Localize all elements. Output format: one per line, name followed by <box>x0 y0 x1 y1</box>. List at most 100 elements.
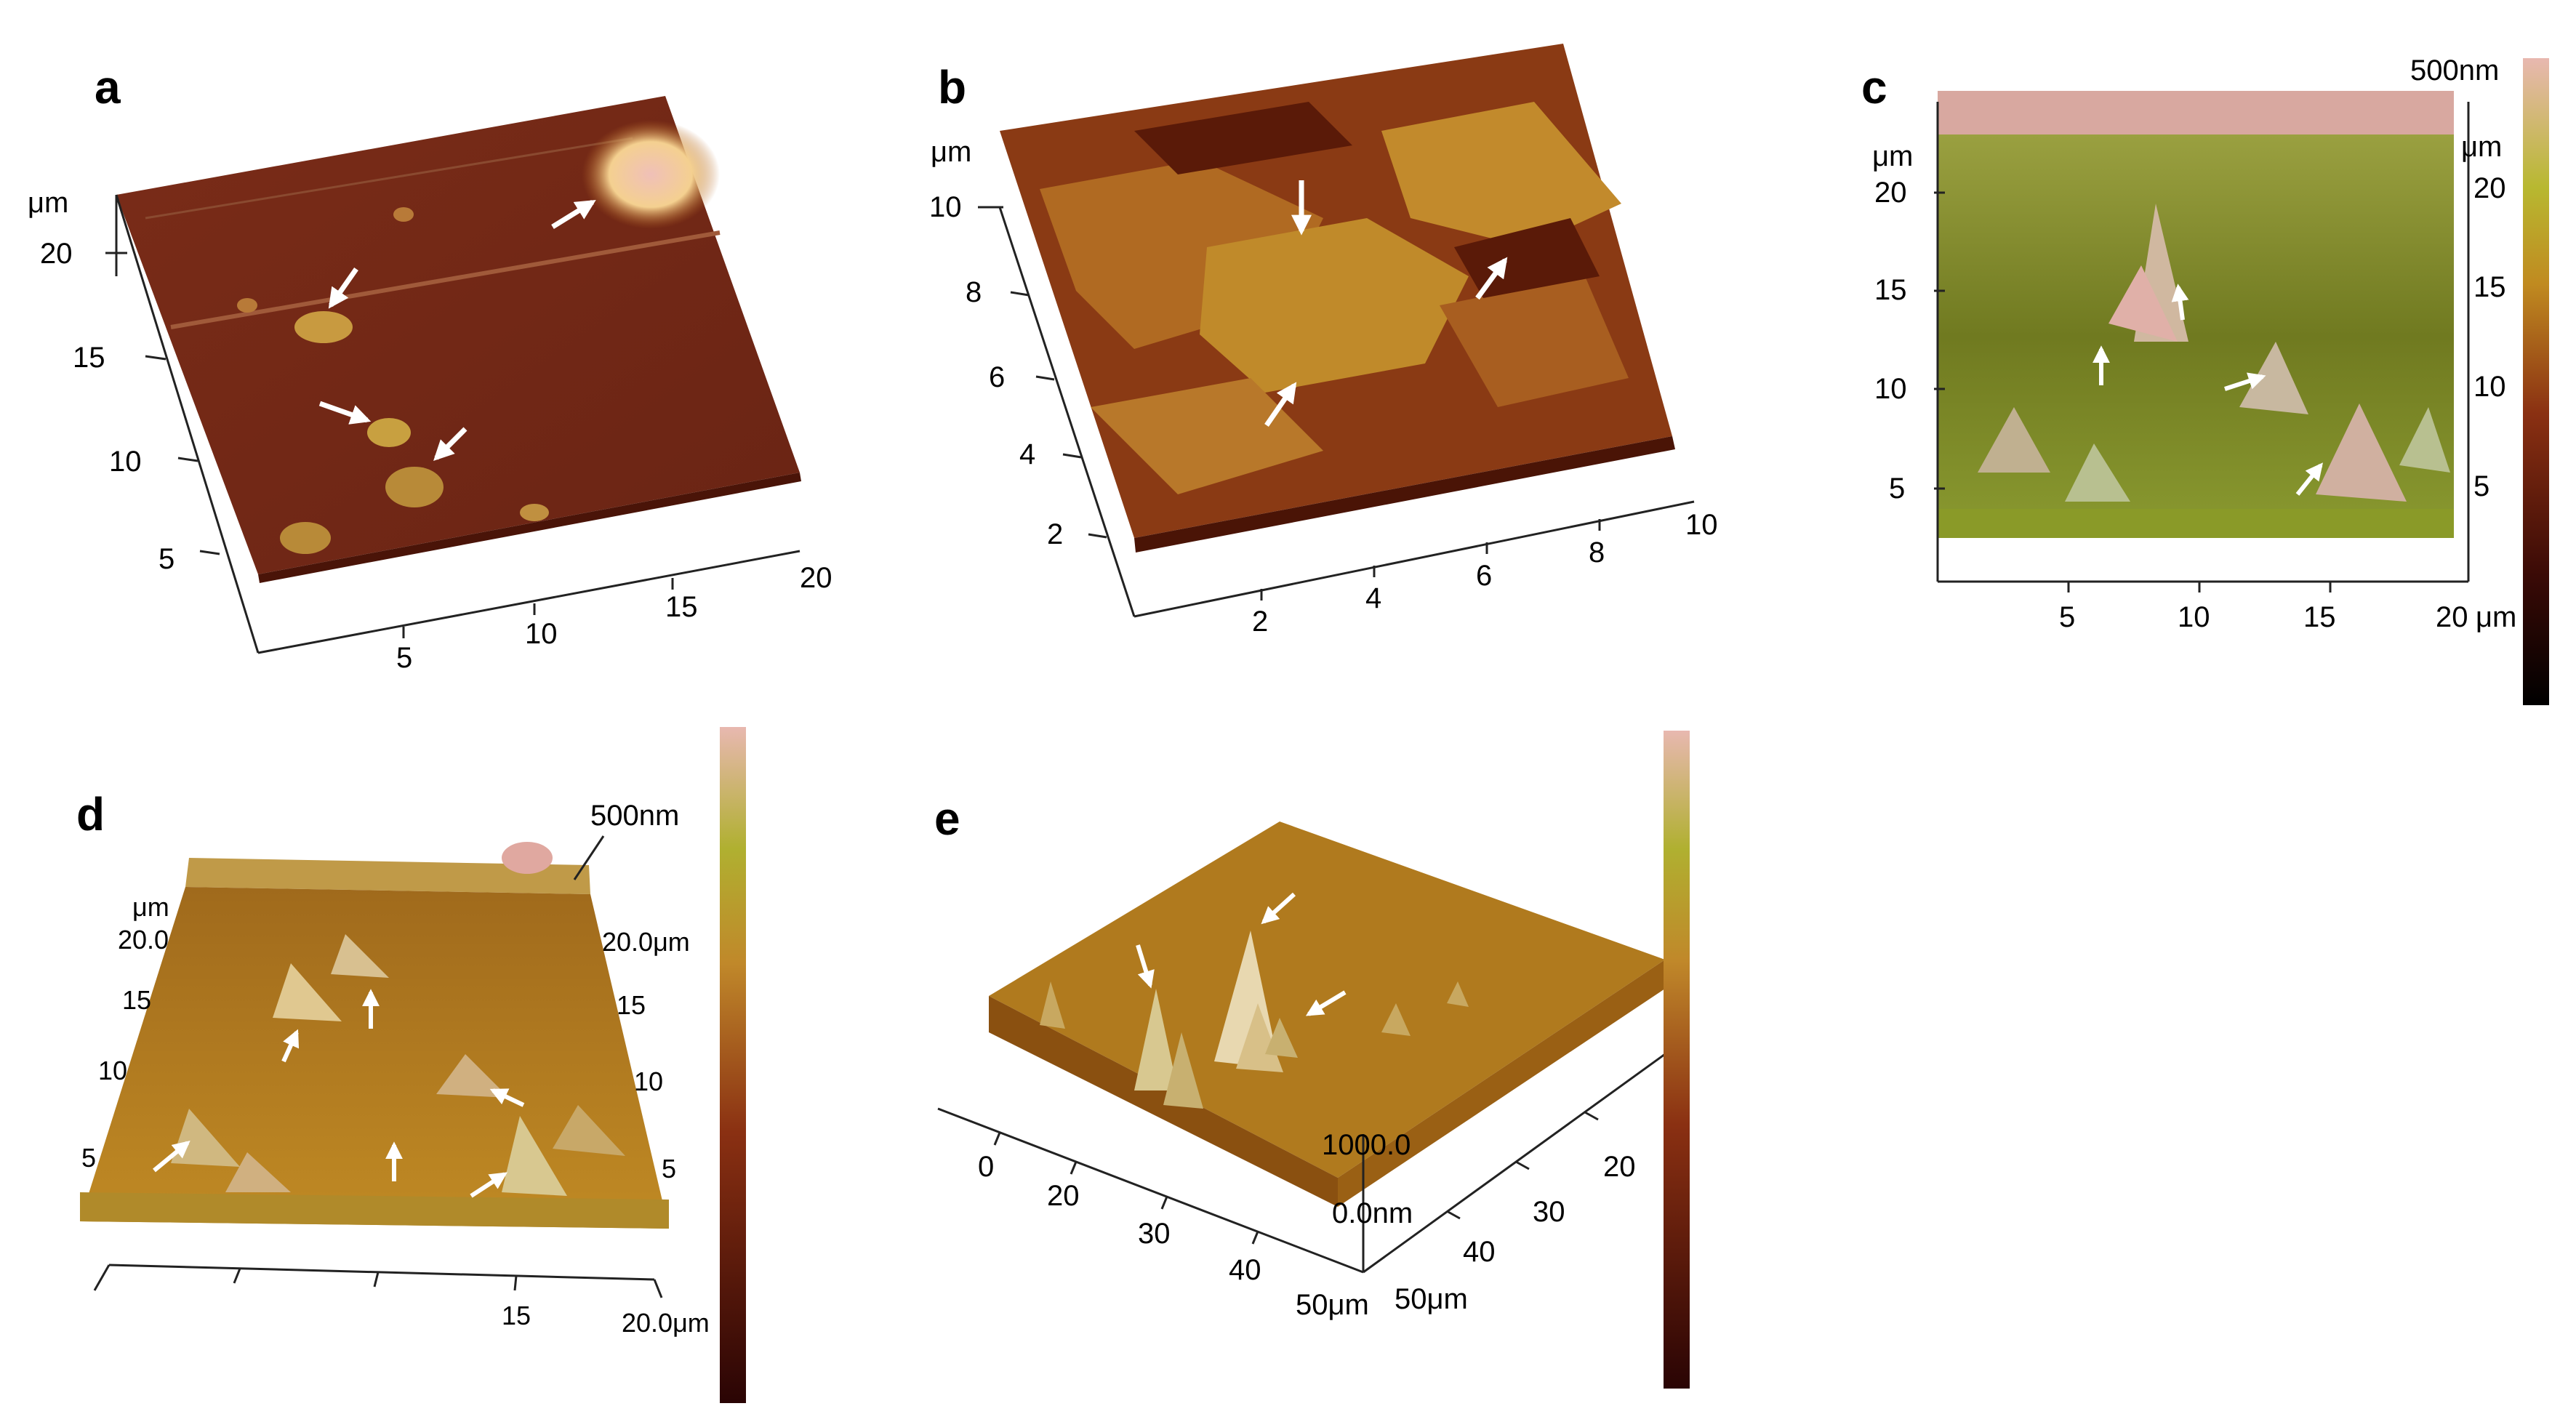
panel-b-x-axis <box>1133 500 1695 618</box>
panel-a-edge <box>258 473 801 583</box>
panel-e-arrow <box>1136 944 1155 989</box>
panel-d-y-tick-left: 20.0 <box>118 925 169 955</box>
panel-d-peak <box>436 1054 509 1098</box>
panel-c-peak <box>2316 403 2407 502</box>
panel-a-particle <box>385 467 444 507</box>
panel-d-label: d <box>76 788 105 840</box>
panel-e-z-top: 1000.0 <box>1322 1129 1411 1161</box>
panel-b-y-tick: 2 <box>1047 518 1063 550</box>
panel-d-y-tick-left: 5 <box>81 1143 96 1173</box>
panel-b-x-tick: 4 <box>1365 582 1381 614</box>
panel-b-y-axis <box>998 206 1136 617</box>
panel-d-x-tick: 15 <box>502 1301 531 1330</box>
panel-e-arrow <box>1261 892 1296 925</box>
panel-a-particle <box>520 504 549 521</box>
panel-d-y-tick-left: 15 <box>122 985 151 1015</box>
panel-d-arrow <box>489 1088 525 1107</box>
panel-c-arrows <box>2093 284 2323 496</box>
panel-e-y-tick: 40 <box>1463 1236 1496 1268</box>
panel-a-arrow <box>433 427 468 461</box>
panel-d-y-tick-right: 15 <box>617 990 646 1020</box>
panel-c-y-tick-left: 10 <box>1874 373 1907 405</box>
panel-d-front <box>80 1192 669 1229</box>
panel-c-x-tick: 5 <box>2059 601 2075 633</box>
panel-c-peak <box>2399 407 2450 473</box>
panel-d-x-axis <box>108 1264 655 1281</box>
panel-e-y-tick: 30 <box>1533 1196 1565 1228</box>
panel-b-arrow <box>1264 382 1297 427</box>
panel-b: b μm 10 8 6 4 2 2 4 6 8 10 <box>929 44 1718 638</box>
panel-d-top-band <box>185 858 590 894</box>
panel-e-x-tick: 20 <box>1047 1180 1080 1212</box>
panel-c-y-unit-left: μm <box>1872 140 1913 172</box>
panel-b-y-tick: 8 <box>966 276 982 308</box>
panel-d-y-unit-left: μm <box>132 892 169 922</box>
panel-c-x-tick: 20 <box>2436 601 2468 633</box>
panel-e-z-bottom: 0.0nm <box>1332 1197 1413 1229</box>
panel-a-arrow <box>328 267 358 309</box>
panel-b-region <box>1440 276 1629 407</box>
panel-d-colorbar <box>720 727 746 1403</box>
panel-d-y-axis-left <box>93 1264 111 1291</box>
panel-c-z-label: 500nm <box>2410 55 2499 87</box>
panel-c-y-tick-right: 20 <box>2473 172 2506 204</box>
panel-e-x-tick: 40 <box>1229 1254 1261 1286</box>
panel-d-y-tick-right: 20.0μm <box>602 927 690 957</box>
panel-e-spike <box>1134 989 1178 1090</box>
panel-c-arrow <box>2171 284 2189 321</box>
panel-b-region <box>1381 102 1621 247</box>
panel-a-particle <box>393 207 414 222</box>
panel-c-top-band <box>1938 91 2454 142</box>
panel-d-y-axis-right <box>653 1279 663 1298</box>
panel-c-peak <box>2239 342 2308 414</box>
panel-c-y-tick-left: 15 <box>1874 274 1907 306</box>
panel-e-spike <box>1265 1018 1298 1058</box>
panel-c-arrow <box>2295 462 2323 496</box>
panel-c-y-tick-left: 5 <box>1889 473 1905 505</box>
panel-d-peak <box>553 1105 625 1156</box>
panel-c-y-unit-right: μm <box>2461 131 2502 163</box>
panel-e-arrows <box>1136 892 1347 1016</box>
panel-e-x-axis <box>937 1107 1364 1274</box>
panel-a-y-tick: 5 <box>159 543 174 575</box>
panel-e-spike <box>1381 1003 1411 1036</box>
panel-a-feature-large <box>582 120 720 229</box>
panel-d-x-tick: 20.0μm <box>622 1308 710 1338</box>
panel-b-dark <box>1134 102 1352 174</box>
panel-e-y-tick: 20 <box>1603 1151 1636 1183</box>
panel-a-x-tick: 5 <box>396 642 412 674</box>
panel-b-y-tick: 4 <box>1019 438 1035 470</box>
panel-c-x-tick: 15 <box>2303 601 2336 633</box>
panel-a-x-tick: 15 <box>665 591 698 623</box>
panel-c-peak <box>2108 265 2178 342</box>
panel-a-scratch-2 <box>145 137 633 220</box>
panel-e-x-tick: 0 <box>978 1151 994 1183</box>
panel-a-y-tick: 10 <box>109 446 142 478</box>
panel-d-peak <box>225 1152 291 1192</box>
panel-b-region <box>1200 218 1469 393</box>
panel-e-front-left <box>989 996 1338 1207</box>
panel-d-arrow <box>153 1140 190 1173</box>
panel-e-arrow <box>1305 990 1347 1016</box>
panel-e-spikes <box>1040 931 1469 1109</box>
panel-e-y-axis <box>1363 1053 1666 1274</box>
panel-b-y-tick: 10 <box>929 191 962 223</box>
panel-a-particle <box>367 418 411 447</box>
panel-b-x-tick: 6 <box>1476 560 1492 592</box>
panel-d-y-tick-right: 10 <box>634 1066 663 1096</box>
panel-c-y-tick-right: 5 <box>2473 470 2489 502</box>
panel-a-particle <box>294 311 353 343</box>
panel-e-colorbar <box>1664 731 1690 1389</box>
panel-e-x-tick: 30 <box>1138 1218 1171 1250</box>
panel-d-bump <box>502 842 553 874</box>
panel-b-x-tick: 10 <box>1685 509 1718 541</box>
panel-c-peak <box>2065 443 2130 502</box>
panel-c-x-tick: 10 <box>2178 601 2210 633</box>
panel-b-arrow <box>1475 257 1508 300</box>
panel-d-peak <box>273 963 342 1021</box>
panel-c-y-tick-right: 15 <box>2473 271 2506 303</box>
panel-c-peaks <box>1978 204 2450 502</box>
panel-b-edge <box>1134 436 1675 553</box>
panel-a-arrow <box>318 401 372 425</box>
